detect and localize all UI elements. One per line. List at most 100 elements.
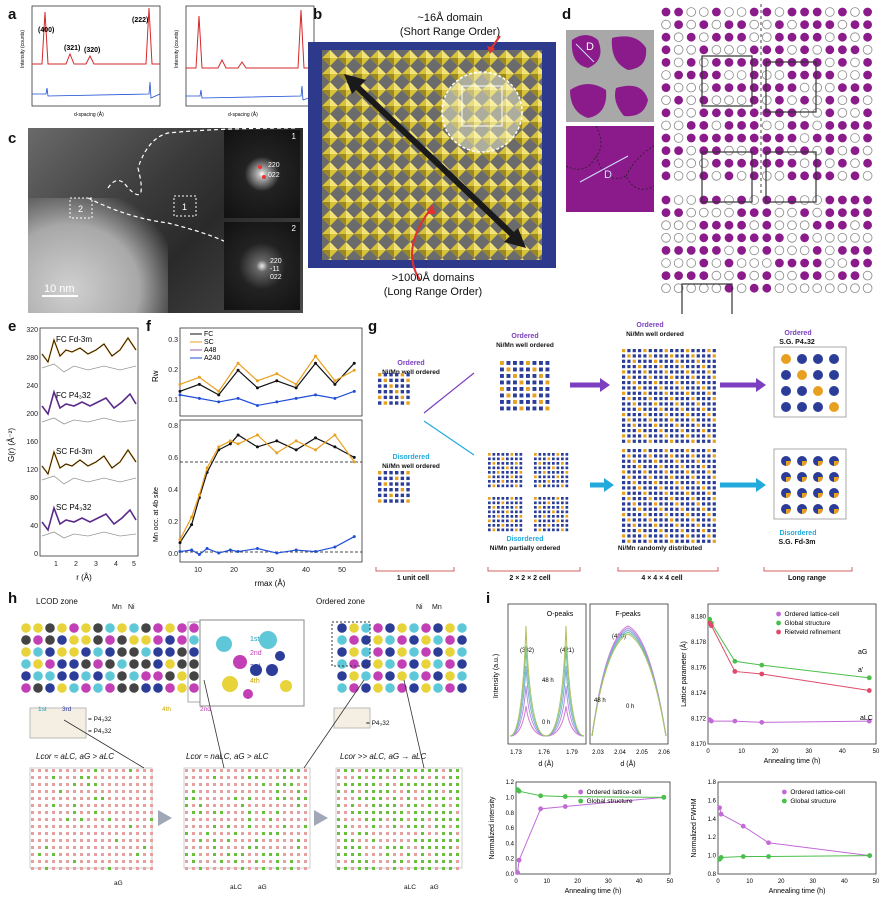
atom-partial	[818, 477, 823, 482]
cell-site	[519, 480, 523, 483]
lattice-site	[800, 45, 809, 55]
cell-site	[561, 480, 564, 483]
cell-site	[269, 867, 272, 870]
cell-site	[101, 811, 104, 814]
lattice-site	[850, 83, 860, 92]
cell-site	[627, 375, 631, 379]
data-point	[275, 372, 279, 376]
cell-site	[248, 776, 251, 779]
cell-site	[393, 818, 396, 821]
lattice-site	[674, 70, 683, 80]
cell-site	[428, 867, 431, 870]
cell-site	[659, 529, 663, 533]
cell-site	[52, 783, 55, 786]
cell-site	[691, 534, 695, 538]
cell-site	[378, 476, 382, 481]
cell-site	[675, 481, 679, 485]
cell-site	[276, 860, 279, 863]
lattice-site	[825, 82, 835, 93]
cell-site	[632, 381, 636, 385]
cell-site	[383, 476, 388, 481]
atom	[45, 683, 55, 693]
cell-site	[220, 818, 223, 821]
cell-site	[31, 860, 34, 863]
cell-site	[492, 528, 496, 532]
cell-site	[400, 384, 405, 388]
cell-site	[234, 797, 237, 800]
cell-site	[234, 783, 237, 786]
cell-site	[389, 373, 393, 377]
cell-site	[66, 783, 69, 786]
svg-text:0.4: 0.4	[506, 841, 515, 847]
cell-site	[532, 380, 537, 385]
lattice-site	[825, 45, 835, 55]
cell-site	[101, 790, 104, 793]
atom	[385, 635, 395, 645]
cell-site	[400, 493, 405, 498]
lattice-site	[698, 207, 709, 218]
cell-site	[539, 406, 543, 411]
cell-site	[538, 475, 542, 479]
atom	[165, 635, 175, 645]
cell-site	[192, 839, 195, 842]
svg-text:8.180: 8.180	[691, 615, 707, 621]
lattice-site	[837, 258, 848, 268]
cell-site	[428, 797, 431, 800]
lattice-site	[862, 171, 873, 181]
data-point	[197, 382, 201, 386]
cell-site	[449, 769, 452, 772]
cell-site	[561, 524, 564, 527]
atom	[33, 659, 43, 669]
atom	[433, 659, 443, 669]
lattice-site	[850, 95, 860, 105]
cell-site	[519, 497, 523, 500]
data-point	[236, 442, 240, 446]
svg-text:A240: A240	[204, 355, 220, 362]
arrow	[158, 810, 172, 826]
cell-site	[680, 523, 684, 527]
lattice-site	[762, 258, 772, 268]
atom	[445, 659, 455, 669]
lattice-site	[812, 233, 823, 243]
cell-site	[276, 783, 279, 786]
cell-site	[547, 515, 551, 518]
cell-site	[707, 391, 711, 395]
cell-site	[59, 790, 62, 793]
svg-text:120: 120	[26, 467, 38, 474]
cell-site	[59, 832, 62, 835]
cell-site	[702, 407, 706, 411]
data-point	[516, 788, 522, 794]
cell-site	[297, 825, 300, 828]
lattice-site	[661, 133, 671, 143]
svg-text:50: 50	[873, 879, 880, 885]
cell-site	[87, 783, 90, 786]
lattice-site	[863, 83, 872, 92]
cell-site	[643, 402, 647, 406]
cell-site	[526, 406, 530, 411]
cell-site	[442, 867, 445, 870]
lattice-site	[799, 245, 810, 256]
cell-site	[129, 797, 132, 800]
atom	[421, 623, 431, 633]
cell-site	[622, 439, 626, 443]
cell-site	[632, 402, 636, 406]
cell-site	[501, 519, 505, 523]
cell-site	[627, 470, 631, 474]
svg-text:0.4: 0.4	[168, 487, 178, 494]
cell-site	[627, 475, 631, 479]
cell-site	[234, 811, 237, 814]
panel-c-tem: 2 1 10 nm 1 220 022 2 220 -11 022	[28, 128, 303, 313]
cell-site	[428, 846, 431, 849]
cell-site	[506, 457, 509, 461]
cell-site	[545, 387, 550, 391]
lattice-site	[825, 195, 835, 205]
cell-site	[365, 860, 368, 863]
atom	[21, 659, 31, 669]
cell-site	[547, 457, 551, 461]
cell-site	[515, 519, 518, 523]
cell-site	[545, 400, 550, 404]
cell-site	[435, 776, 438, 779]
cell-site	[406, 499, 410, 503]
data-point	[275, 451, 279, 455]
cell-site	[276, 804, 279, 807]
